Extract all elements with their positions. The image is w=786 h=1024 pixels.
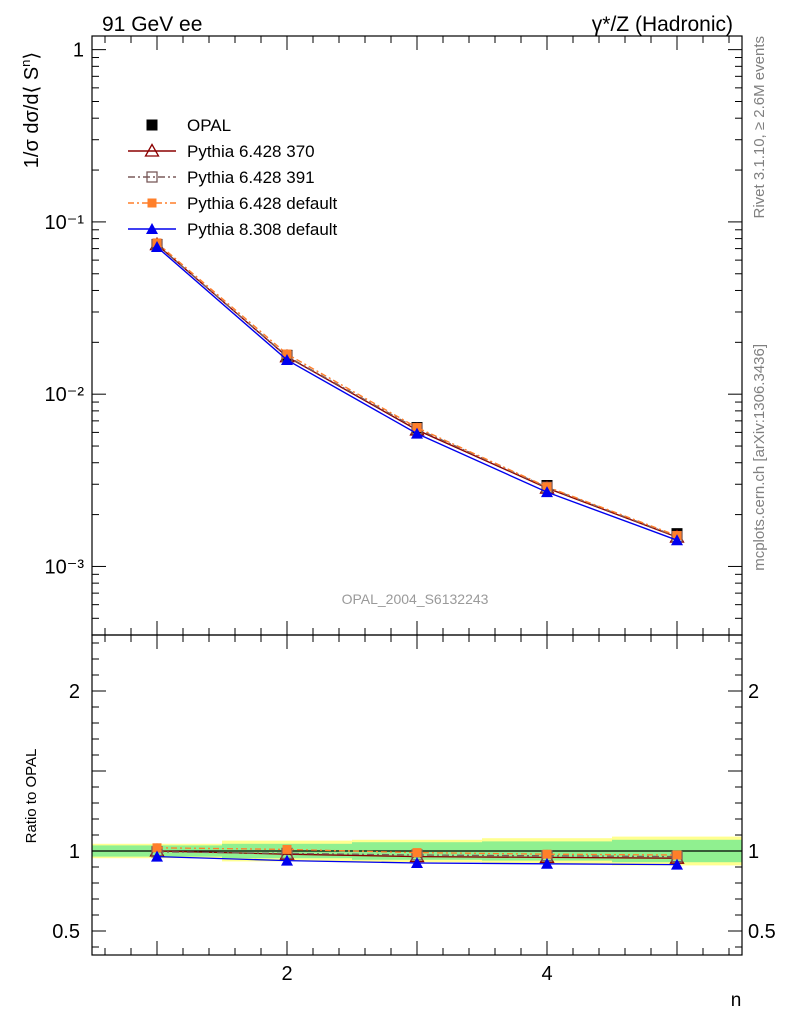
ratio-point-pythia-8-308-default: [281, 854, 293, 866]
legend-marker-pythia-6-428-default: [147, 198, 157, 208]
main-y-tick-label: 10⁻³: [45, 556, 85, 578]
analysis-watermark: OPAL_2004_S6132243: [342, 591, 489, 607]
x-axis-label: n: [731, 990, 742, 1011]
ratio-point-pythia-8-308-default: [151, 850, 163, 862]
main-y-axis-label-text: 1/σ dσ/d⟨ S: [21, 67, 43, 168]
ratio-y-tick-label-right: 0.5: [748, 921, 776, 943]
x-tick-label: 4: [541, 963, 552, 985]
main-line-pythia-8-308-default: [156, 246, 678, 541]
ratio-y-tick-label-right: 2: [748, 681, 759, 703]
main-point-pythia-8-308-default: [281, 353, 293, 365]
ratio-point-pythia-6-428-default: [152, 843, 162, 853]
x-tick-label: 2: [281, 963, 292, 985]
ratio-y-tick-label-right: 1: [748, 841, 759, 863]
legend-marker-pythia-8-308-default: [146, 223, 158, 234]
legend: OPAL Pythia 6.428 370 Pythia 6.428 391 Pyth…: [128, 116, 338, 239]
main-point-pythia-8-308-default: [541, 486, 553, 498]
mcplots-label: mcplots.cern.ch [arXiv:1306.3436]: [751, 344, 768, 571]
main-point-pythia-8-308-default: [411, 427, 423, 439]
energy-label: 91 GeV ee: [102, 13, 202, 36]
ratio-point-pythia-6-428-default: [542, 849, 552, 859]
ratio-point-pythia-6-428-default: [412, 848, 422, 858]
main-line-pythia-6-428-391: [156, 244, 678, 538]
ratio-point-pythia-8-308-default: [541, 857, 553, 869]
legend-label-pythia-6-428-default: Pythia 6.428 default: [187, 194, 338, 213]
legend-marker-pythia-6-428-370: [144, 143, 160, 157]
main-y-tick-label: 10⁻²: [45, 384, 85, 406]
main-line-pythia-6-428-370: [156, 244, 678, 538]
main-panel: 10⁻³ 10⁻² 10⁻¹ 1: [45, 35, 743, 636]
ratio-point-pythia-6-428-default: [672, 850, 682, 860]
ratio-panel: 2 4 0.5 0.5 1 1 2 2: [52, 634, 776, 985]
ratio-y-tick-label: 0.5: [52, 921, 80, 943]
ylabel-suffix: ⟩: [21, 52, 43, 60]
legend-label-pythia-8-308-default: Pythia 8.308 default: [187, 220, 338, 239]
legend-label-pythia-6-428-370: Pythia 6.428 370: [187, 142, 315, 161]
ratio-point-pythia-8-308-default: [411, 857, 423, 868]
ratio-point-pythia-6-428-default: [282, 844, 292, 854]
ratio-y-tick-label: 2: [69, 681, 80, 703]
ylabel-superscript: n: [18, 60, 33, 67]
main-point-pythia-8-308-default: [151, 241, 163, 253]
rivet-version-label: Rivet 3.1.10, ≥ 2.6M events: [751, 36, 768, 219]
main-y-tick-label: 10⁻¹: [45, 212, 85, 234]
main-point-pythia-6-428-default: [412, 423, 422, 433]
ratio-y-tick-label: 1: [69, 841, 80, 863]
legend-label-pythia-6-428-391: Pythia 6.428 391: [187, 168, 315, 187]
legend-label-opal: OPAL: [187, 116, 231, 135]
ratio-y-axis-label: Ratio to OPAL: [23, 749, 40, 844]
legend-marker-opal: [146, 119, 158, 131]
ratio-frame: [91, 634, 743, 956]
ratio-point-pythia-8-308-default: [671, 858, 683, 870]
main-y-axis-label: 1/σ dσ/d⟨ Sn⟩: [18, 52, 43, 168]
ratio-line-pythia-6-428-default: [156, 847, 678, 856]
main-y-tick-label: 1: [73, 40, 84, 62]
legend-marker-pythia-6-428-391: [146, 171, 158, 183]
main-line-pythia-6-428-default: [156, 242, 678, 537]
process-label: γ*/Z (Hadronic): [592, 13, 733, 36]
main-point-pythia-8-308-default: [671, 534, 683, 546]
